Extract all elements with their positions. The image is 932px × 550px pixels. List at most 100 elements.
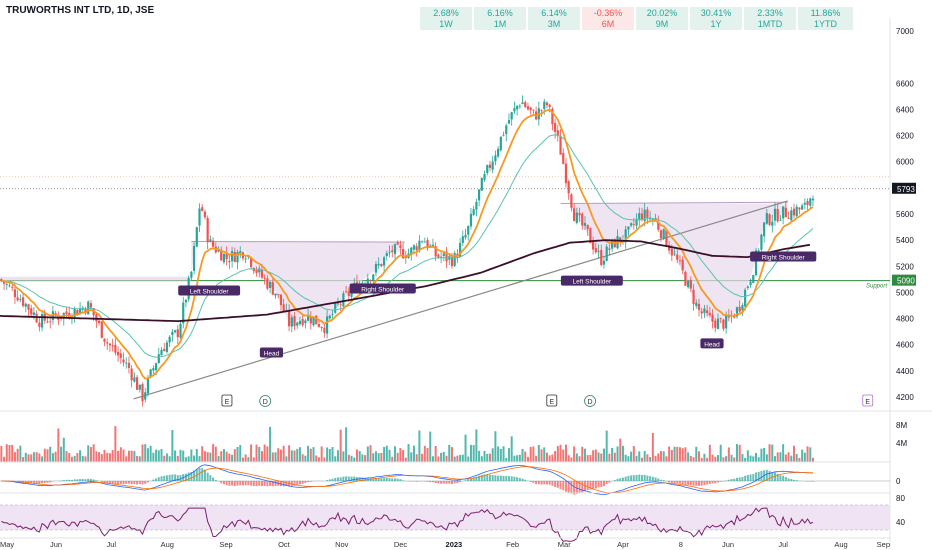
volume-bar [697, 451, 700, 462]
ema-fast-line [1, 108, 814, 380]
volume-bar [790, 455, 793, 462]
volume-bar [100, 454, 103, 462]
volume-bar [570, 457, 573, 462]
volume-bar [518, 454, 521, 462]
volume-bar [657, 453, 660, 462]
price-tick-label: 6400 [896, 105, 914, 114]
dividend-marker [584, 395, 596, 407]
candle-body [716, 318, 720, 330]
macd-histogram-bar [388, 478, 391, 481]
volume-bar [388, 449, 391, 462]
support-price-badge [892, 274, 916, 286]
macd-histogram-bar [543, 481, 546, 485]
support-label: Support [866, 284, 887, 290]
volume-bar [575, 453, 578, 462]
volume-bar [165, 453, 168, 462]
candle-body [198, 208, 201, 226]
candle-body [263, 277, 266, 279]
macd-histogram-bar [578, 481, 581, 493]
earnings-marker [862, 394, 874, 407]
candle-body [222, 254, 226, 263]
macd-histogram-bar [570, 481, 573, 494]
volume-bar [328, 449, 331, 462]
volume-bar [228, 453, 231, 462]
perf-cell-1y: 30.41% 1Y [690, 7, 742, 30]
macd-histogram-bar [491, 475, 494, 481]
candle-body [516, 105, 519, 110]
macd-histogram-bar [632, 475, 635, 481]
candle-body [483, 174, 486, 180]
volume-bar [301, 454, 304, 462]
candle-body [657, 221, 660, 230]
macd-histogram-bar [654, 477, 657, 481]
volume-bar [619, 438, 622, 462]
candle-body [421, 241, 424, 243]
volume-bar [179, 449, 182, 462]
macd-histogram-bar [687, 481, 690, 485]
candle-body [578, 213, 581, 216]
candle-body [635, 218, 638, 226]
candle-body [673, 253, 676, 255]
candle-body [507, 120, 511, 124]
perf-value: 6.14% [541, 8, 567, 18]
candle-body [643, 209, 646, 221]
candle-body [65, 311, 68, 315]
volume-bar [290, 450, 293, 462]
candle-body [792, 208, 796, 216]
volume-bar [214, 446, 217, 462]
macd-histogram-bar [100, 481, 103, 483]
volume-bar [456, 455, 459, 462]
candle-body [195, 227, 198, 247]
candle-body [795, 206, 798, 217]
macd-histogram-bar [621, 477, 624, 481]
volume-bar [27, 454, 30, 462]
volume-bar [537, 445, 540, 462]
candle-body [372, 274, 375, 281]
candle-body [711, 314, 714, 322]
price-tick-label: 4600 [896, 341, 914, 350]
macd-histogram-bar [309, 481, 312, 482]
macd-histogram-bar [87, 478, 90, 481]
candle-body [176, 329, 179, 338]
volume-bar [559, 444, 562, 462]
candle-body [290, 317, 293, 327]
macd-histogram-bar [497, 475, 500, 481]
volume-bar [171, 430, 174, 462]
candle-body [722, 319, 725, 329]
volume-bar [385, 445, 388, 462]
volume-bar [532, 446, 535, 462]
macd-histogram-bar [35, 481, 38, 484]
macd-histogram-bar [488, 474, 491, 481]
candle-body [757, 250, 760, 252]
candle-body [336, 303, 340, 305]
candle-body [225, 253, 228, 260]
perf-value: -0.36% [593, 8, 623, 18]
macd-histogram-bar [111, 481, 114, 484]
macd-tick-label: 0 [896, 477, 901, 486]
volume-bar [127, 450, 130, 462]
candle-body [274, 293, 277, 296]
candle-body [445, 251, 448, 262]
volume-bar [469, 444, 472, 462]
macd-histogram-bar [41, 481, 44, 484]
candle-body [328, 315, 331, 319]
candle-body [442, 253, 445, 257]
macd-histogram-bar [513, 476, 516, 481]
macd-histogram-bar [733, 478, 736, 481]
volume-bar [586, 455, 589, 462]
candle-body [768, 214, 771, 225]
candle-body [268, 281, 272, 288]
macd-histogram-bar [108, 481, 111, 484]
volume-bar [763, 447, 766, 462]
macd-histogram-bar [518, 477, 521, 481]
macd-histogram-bar [486, 474, 489, 481]
volume-bar [239, 445, 242, 462]
volume-bar [355, 449, 358, 462]
candle-body [518, 105, 521, 107]
volume-bar [174, 450, 177, 462]
time-tick-label: Nov [335, 540, 349, 549]
candle-body [589, 228, 592, 244]
macd-histogram-bar [597, 481, 600, 488]
macd-histogram-bar [744, 475, 747, 481]
macd-histogram-bar [252, 481, 255, 486]
